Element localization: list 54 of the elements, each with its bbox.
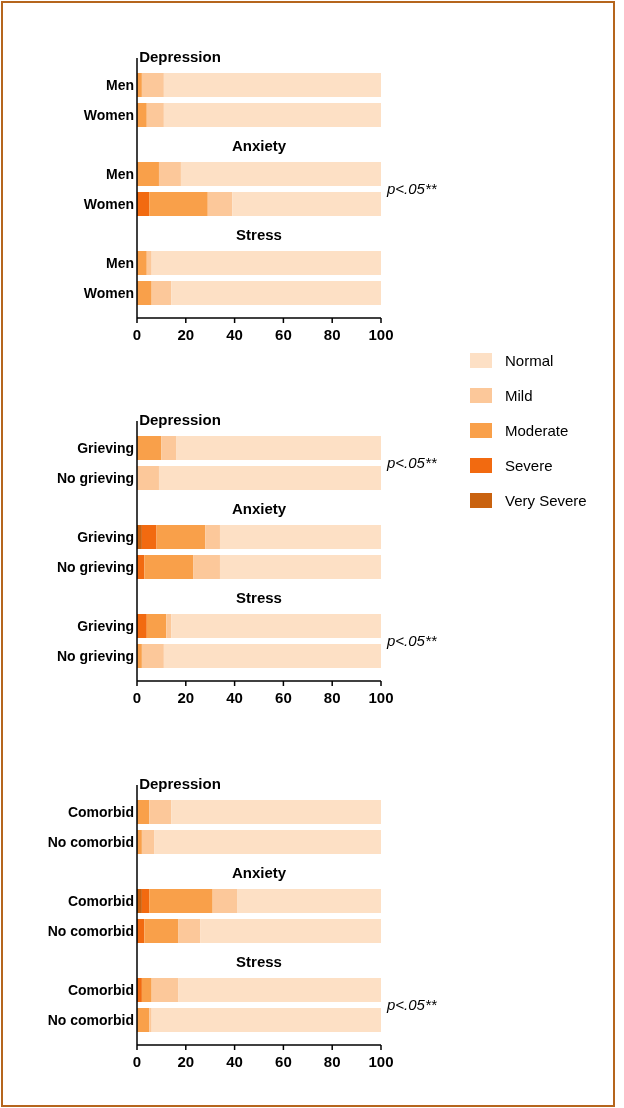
y-tick-label: Women bbox=[83, 107, 134, 123]
x-tick-label: 20 bbox=[177, 689, 195, 706]
y-tick-label: Men bbox=[106, 166, 134, 182]
x-tick-label: 20 bbox=[177, 326, 195, 343]
legend-label: Severe bbox=[505, 457, 553, 474]
x-tick-label: 100 bbox=[368, 1053, 394, 1070]
annotation: Depression bbox=[139, 775, 221, 792]
annotation: Stress bbox=[236, 226, 282, 243]
y-tick-label: Women bbox=[83, 196, 134, 212]
y-tick-label: Men bbox=[106, 255, 134, 271]
legend-label: Very Severe bbox=[505, 492, 587, 509]
annotation: Anxiety bbox=[231, 500, 287, 517]
x-tick-label: 80 bbox=[323, 1053, 341, 1070]
x-tick-label: 100 bbox=[368, 689, 394, 706]
x-tick-label: 0 bbox=[132, 1053, 142, 1070]
y-tick-label: No grieving bbox=[56, 559, 134, 575]
x-tick-label: 100 bbox=[368, 326, 394, 343]
x-tick-label: 20 bbox=[177, 1053, 195, 1070]
y-tick-label: Comorbid bbox=[67, 804, 134, 820]
text: p<.05** bbox=[386, 632, 438, 649]
x-tick-label: 60 bbox=[275, 326, 292, 343]
y-tick-label: No comorbid bbox=[47, 923, 134, 939]
annotation: Anxiety bbox=[231, 864, 287, 881]
x-tick-label: 80 bbox=[323, 326, 341, 343]
y-tick-label: Comorbid bbox=[67, 982, 134, 998]
legend-label: Mild bbox=[505, 387, 533, 404]
x-tick-label: 0 bbox=[132, 689, 142, 706]
y-tick-label: No grieving bbox=[56, 470, 134, 486]
text: p<.05** bbox=[386, 180, 438, 197]
annotation: Stress bbox=[236, 589, 282, 606]
annotation: Depression bbox=[139, 48, 221, 65]
x-tick-label: 40 bbox=[226, 326, 243, 343]
y-tick-label: Comorbid bbox=[67, 893, 134, 909]
x-tick-label: 60 bbox=[275, 1053, 292, 1070]
y-tick-label: Grieving bbox=[77, 440, 134, 456]
y-tick-label: Women bbox=[83, 285, 134, 301]
x-tick-label: 40 bbox=[226, 689, 243, 706]
text: p<.05** bbox=[386, 996, 438, 1013]
x-tick-label: 80 bbox=[323, 689, 341, 706]
x-tick-label: 60 bbox=[275, 689, 292, 706]
legend-label: Normal bbox=[505, 352, 554, 369]
x-tick-label: 40 bbox=[226, 1053, 243, 1070]
y-tick-label: No grieving bbox=[56, 648, 134, 664]
text: p<.05** bbox=[386, 454, 438, 471]
annotation: Stress bbox=[236, 953, 282, 970]
y-tick-label: No comorbid bbox=[47, 1012, 134, 1028]
y-tick-label: No comorbid bbox=[47, 834, 134, 850]
annotation: Depression bbox=[139, 411, 221, 428]
legend-label: Moderate bbox=[505, 422, 569, 439]
y-tick-label: Men bbox=[106, 77, 134, 93]
annotation: Anxiety bbox=[231, 137, 287, 154]
y-tick-label: Grieving bbox=[77, 529, 134, 545]
y-tick-label: Grieving bbox=[77, 618, 134, 634]
x-tick-label: 0 bbox=[132, 326, 142, 343]
